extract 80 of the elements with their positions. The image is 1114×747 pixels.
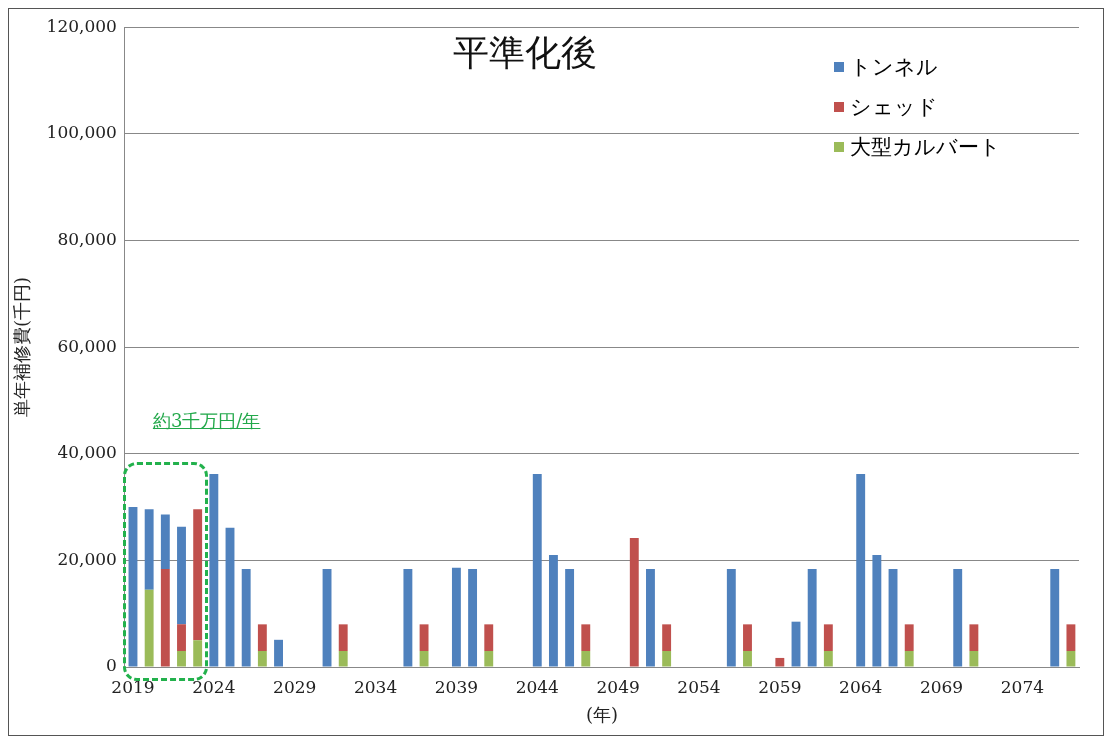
annotation: 約3千万円/年 xyxy=(152,408,261,433)
x-axis-title: (年) xyxy=(585,703,618,725)
bar xyxy=(629,537,639,667)
bar xyxy=(144,509,154,590)
bar xyxy=(581,651,591,667)
legend-label: トンネル xyxy=(850,54,938,82)
bar xyxy=(888,568,898,667)
x-tick-label: 2044 xyxy=(515,676,559,697)
bar xyxy=(646,568,655,667)
y-tick-label: 80,000 xyxy=(57,228,117,249)
bar xyxy=(743,651,752,667)
bar xyxy=(823,651,833,667)
bar xyxy=(241,568,251,667)
bar xyxy=(193,509,203,641)
bar xyxy=(823,624,833,652)
x-tick-label: 2074 xyxy=(1000,676,1045,697)
legend-label: 大型カルバート xyxy=(850,134,1001,162)
bar xyxy=(1066,651,1076,667)
x-tick-label: 2039 xyxy=(434,676,479,697)
bar xyxy=(969,651,979,667)
x-tick-label: 2059 xyxy=(758,676,802,697)
bar xyxy=(451,567,461,667)
bar xyxy=(1066,624,1076,652)
bar xyxy=(484,651,494,667)
bar xyxy=(726,568,736,667)
y-axis-title: 単年補修費(千円) xyxy=(11,277,33,418)
bar xyxy=(532,473,542,667)
bar xyxy=(257,624,267,652)
bar xyxy=(177,624,186,652)
bar xyxy=(548,555,558,667)
bar xyxy=(403,568,413,667)
x-tick-label: 2064 xyxy=(839,676,883,697)
bar xyxy=(338,624,348,652)
bar xyxy=(904,651,914,667)
legend-label: シェッド xyxy=(850,94,938,122)
bar xyxy=(872,555,882,667)
bar xyxy=(338,651,348,667)
bar xyxy=(807,568,817,667)
bar xyxy=(743,624,752,652)
bar xyxy=(177,526,186,625)
bar xyxy=(1050,568,1060,667)
bar xyxy=(565,568,575,667)
bar xyxy=(468,568,478,667)
bar xyxy=(953,568,963,667)
y-tick-label: 40,000 xyxy=(57,442,117,463)
bar xyxy=(128,507,138,667)
bar xyxy=(904,624,914,652)
bar xyxy=(322,568,332,667)
bar xyxy=(419,624,429,652)
y-tick-label: 60,000 xyxy=(57,335,117,356)
bar xyxy=(144,589,154,667)
chart-title: 平準化後 xyxy=(451,31,598,76)
bar xyxy=(969,624,979,652)
bar xyxy=(160,514,170,569)
x-tick-label: 2049 xyxy=(596,676,640,697)
x-tick-label: 2029 xyxy=(273,676,317,697)
bar xyxy=(177,651,186,667)
x-tick-label: 2024 xyxy=(192,676,236,697)
bar xyxy=(257,651,267,667)
bar xyxy=(856,473,866,667)
y-tick-label: 20,000 xyxy=(57,548,117,569)
bar xyxy=(193,640,203,667)
x-tick-label: 2034 xyxy=(353,676,398,697)
bar xyxy=(581,624,591,652)
y-tick-label: 0 xyxy=(106,655,117,676)
bar xyxy=(484,624,494,652)
bar xyxy=(160,568,170,667)
bar xyxy=(662,624,672,652)
bar xyxy=(209,473,219,667)
bar xyxy=(225,527,235,667)
x-tick-label: 2019 xyxy=(111,676,155,697)
x-tick-label: 2054 xyxy=(677,676,721,697)
bar xyxy=(662,651,672,667)
y-tick-label: 100,000 xyxy=(46,122,117,143)
bar xyxy=(791,621,801,667)
bar xyxy=(419,651,429,667)
y-tick-label: 120,000 xyxy=(46,15,117,36)
x-tick-label: 2069 xyxy=(919,676,964,697)
bar xyxy=(775,657,785,667)
bar xyxy=(274,639,283,667)
